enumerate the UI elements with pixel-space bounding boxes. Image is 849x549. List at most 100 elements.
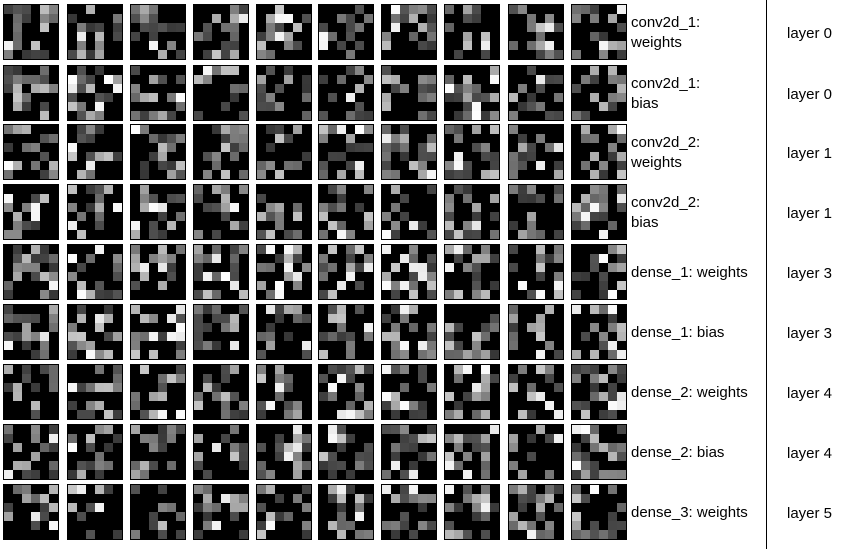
tile-pixel xyxy=(113,41,122,50)
weight-tile xyxy=(130,124,186,180)
tile-pixel xyxy=(149,290,158,299)
tile-pixel xyxy=(608,93,617,102)
tile-pixel xyxy=(239,75,248,84)
tile-pixel xyxy=(68,75,77,84)
tile-pixel xyxy=(40,392,49,401)
tile-pixel xyxy=(409,125,418,134)
tile-pixel xyxy=(509,305,518,314)
tile-pixel xyxy=(509,50,518,59)
tile-pixel xyxy=(31,410,40,419)
tile-pixel xyxy=(257,125,266,134)
tile-pixel xyxy=(581,305,590,314)
tile-pixel xyxy=(86,185,95,194)
tile-pixel xyxy=(194,383,203,392)
tile-pixel xyxy=(536,263,545,272)
tile-pixel xyxy=(518,443,527,452)
tile-pixel xyxy=(400,272,409,281)
tile-pixel xyxy=(518,401,527,410)
tile-pixel xyxy=(104,485,113,494)
tile-pixel xyxy=(95,410,104,419)
tile-pixel xyxy=(527,263,536,272)
tile-pixel xyxy=(572,14,581,23)
tile-pixel xyxy=(337,23,346,32)
tile-pixel xyxy=(319,461,328,470)
tile-pixel xyxy=(31,494,40,503)
tile-pixel xyxy=(167,32,176,41)
weight-tile xyxy=(508,184,564,240)
tile-pixel xyxy=(319,230,328,239)
tile-pixel xyxy=(302,143,311,152)
tile-pixel xyxy=(194,111,203,120)
tile-pixel xyxy=(302,221,311,230)
tile-pixel xyxy=(86,203,95,212)
tile-pixel xyxy=(302,194,311,203)
tile-pixel xyxy=(167,314,176,323)
tile-pixel xyxy=(463,102,472,111)
weight-tile xyxy=(130,4,186,60)
tile-pixel xyxy=(599,281,608,290)
tile-pixel xyxy=(275,50,284,59)
tile-pixel xyxy=(257,221,266,230)
tile-pixel xyxy=(13,425,22,434)
tile-pixel xyxy=(590,290,599,299)
tile-pixel xyxy=(257,503,266,512)
tile-pixel xyxy=(599,461,608,470)
tile-pixel xyxy=(239,374,248,383)
tile-pixel xyxy=(203,314,212,323)
tile-pixel xyxy=(293,530,302,539)
tile-pixel xyxy=(382,272,391,281)
tile-pixel xyxy=(400,452,409,461)
tile-pixel xyxy=(545,401,554,410)
tile-pixel xyxy=(400,14,409,23)
weight-tile xyxy=(318,184,374,240)
tile-pixel xyxy=(275,203,284,212)
tile-pixel xyxy=(590,152,599,161)
tile-pixel xyxy=(608,203,617,212)
tile-pixel xyxy=(230,512,239,521)
tile-pixel xyxy=(445,102,454,111)
tile-pixel xyxy=(409,290,418,299)
tile-pixel xyxy=(445,66,454,75)
tile-pixel xyxy=(86,212,95,221)
tile-pixel xyxy=(472,41,481,50)
tile-pixel xyxy=(40,185,49,194)
tile-pixel xyxy=(86,485,95,494)
tile-pixel xyxy=(266,14,275,23)
tile-pixel xyxy=(400,143,409,152)
tile-pixel xyxy=(608,332,617,341)
tile-pixel xyxy=(86,134,95,143)
tile-pixel xyxy=(49,194,58,203)
tile-pixel xyxy=(95,521,104,530)
tile-pixel xyxy=(454,290,463,299)
tile-pixel xyxy=(409,485,418,494)
tile-pixel xyxy=(445,84,454,93)
tile-pixel xyxy=(364,5,373,14)
tile-pixel xyxy=(49,425,58,434)
tile-pixel xyxy=(617,203,626,212)
tile-pixel xyxy=(409,410,418,419)
tile-pixel xyxy=(545,134,554,143)
tile-pixel xyxy=(293,410,302,419)
tile-pixel xyxy=(95,14,104,23)
tile-pixel xyxy=(131,143,140,152)
tile-pixel xyxy=(472,281,481,290)
tile-pixel xyxy=(86,194,95,203)
tile-pixel xyxy=(400,470,409,479)
tile-pixel xyxy=(239,272,248,281)
tile-pixel xyxy=(113,494,122,503)
tile-pixel xyxy=(95,111,104,120)
tile-pixel xyxy=(140,452,149,461)
tile-pixel xyxy=(77,75,86,84)
tile-pixel xyxy=(400,323,409,332)
tile-pixel xyxy=(472,443,481,452)
tile-pixel xyxy=(355,461,364,470)
tile-pixel xyxy=(337,14,346,23)
tile-pixel xyxy=(518,185,527,194)
tile-pixel xyxy=(608,254,617,263)
tile-pixel xyxy=(554,41,563,50)
tile-pixel xyxy=(328,290,337,299)
tile-pixel xyxy=(545,50,554,59)
tile-pixel xyxy=(409,102,418,111)
weight-tile xyxy=(193,124,249,180)
tile-pixel xyxy=(599,66,608,75)
